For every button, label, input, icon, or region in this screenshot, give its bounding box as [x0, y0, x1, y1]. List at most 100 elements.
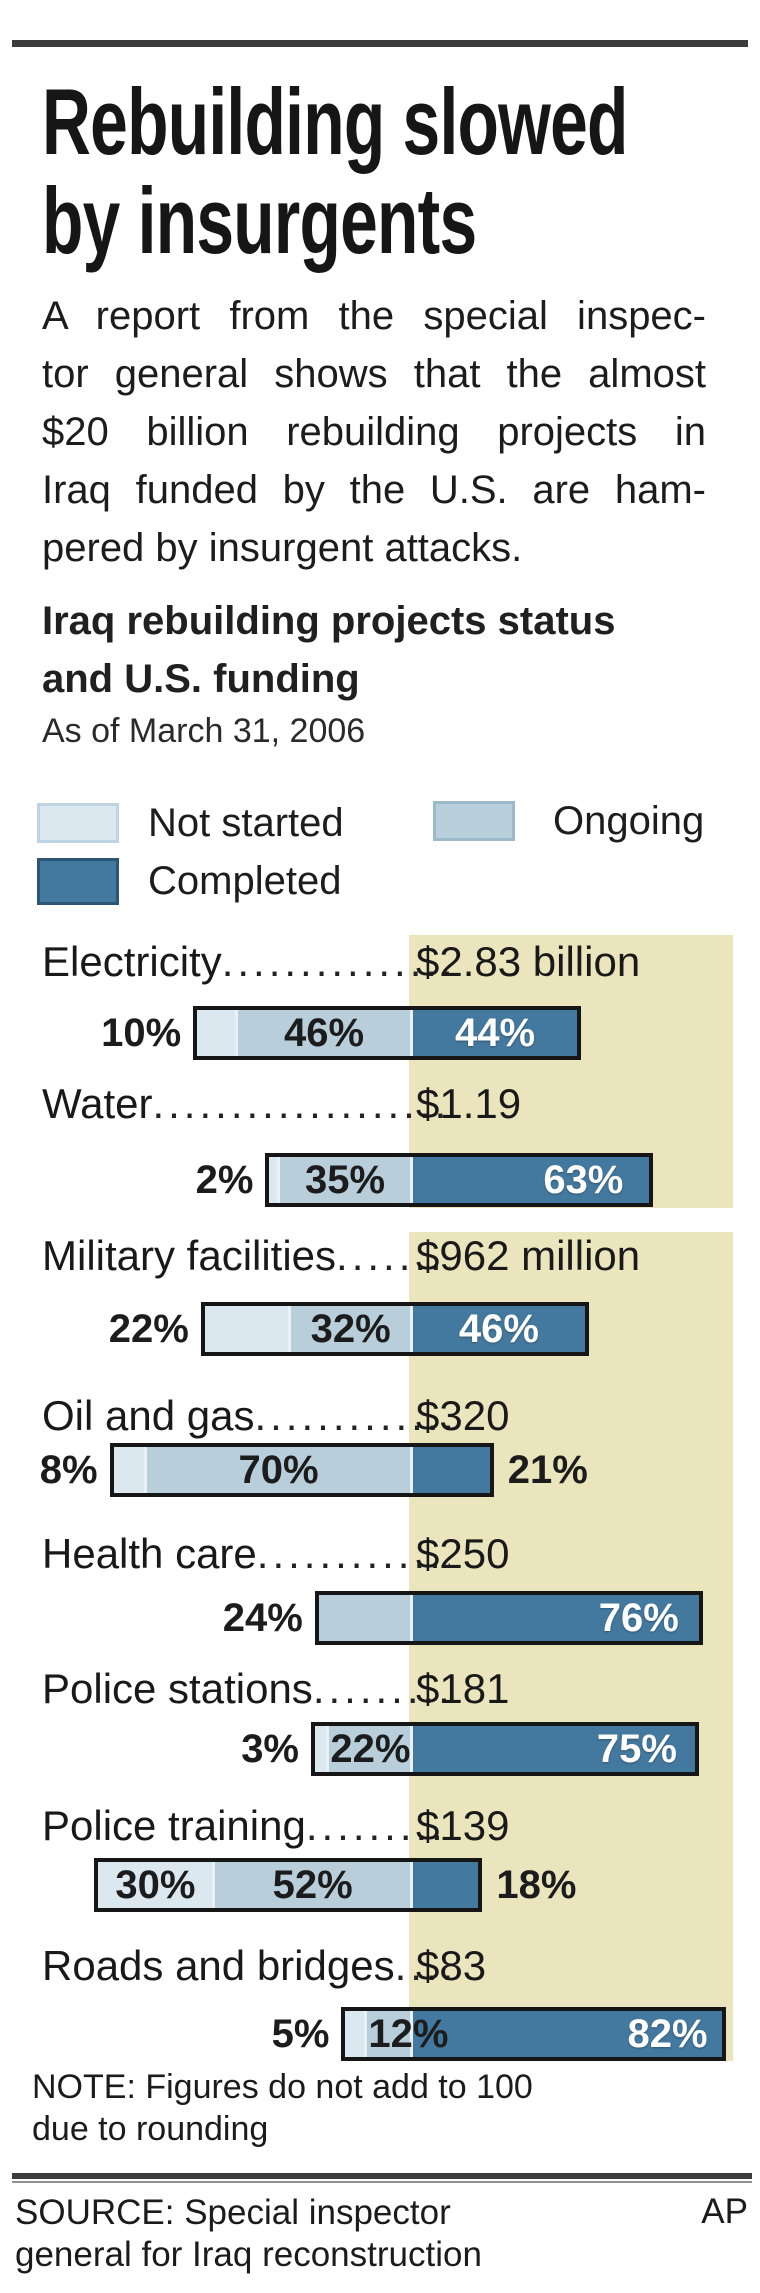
stacked-bar-military-facilities: 32% 46% [200, 1302, 589, 1356]
headline-line2: by insurgents [42, 168, 477, 273]
footnote-line1: NOTE: Figures do not add to 100 [32, 2068, 533, 2106]
funding-amount: $83 [416, 1942, 487, 1989]
category-name: Oil and gas [42, 1392, 255, 1439]
stacked-bar-water: 35% 63% [265, 1153, 654, 1207]
row-label: Police training.........................… [42, 1802, 733, 1850]
funding-amount: $1.19 [416, 1080, 522, 1127]
category-name: Electricity [42, 938, 222, 985]
row-label: Water...................................… [42, 1080, 733, 1128]
percent-label: 30% [115, 1862, 196, 1907]
top-rule [12, 40, 748, 47]
source-line1: SOURCE: Special inspector [15, 2193, 451, 2232]
agency-credit: AP [701, 2192, 748, 2231]
segment-ongoing [364, 2011, 410, 2057]
percent-label: 2% [195, 1158, 254, 1202]
segment-ongoing [326, 1726, 410, 1772]
segment-not-started [197, 1010, 236, 1056]
stacked-bar-police-stations: 22% 75% [311, 1722, 699, 1776]
dotted-leader: ........................................… [256, 1530, 450, 1577]
segment-ongoing: 52% [212, 1862, 410, 1908]
dotted-leader: ........................................… [152, 1080, 450, 1127]
percent-label: 12% [368, 2012, 449, 2056]
stacked-bar-roads-and-bridges: 12% 82% [341, 2007, 726, 2061]
segment-ongoing [318, 1595, 410, 1641]
segment-completed: 63% [409, 1157, 650, 1203]
funding-amount: $320 [416, 1392, 510, 1439]
footnote: NOTE: Figures do not add to 100 due to r… [32, 2066, 533, 2150]
chart-title-line2: and U.S. funding [42, 657, 360, 701]
source-credit: SOURCE: Special inspector general for Ir… [15, 2192, 482, 2276]
intro-line: tor general shows that the almost [42, 352, 706, 396]
percent-label: 75% [596, 1726, 677, 1771]
stacked-bar-health-care: 76% [314, 1591, 703, 1645]
legend-label-not-started: Not started [148, 801, 344, 845]
percent-label: 18% [496, 1863, 577, 1907]
stacked-bar-oil-and-gas: 70% [109, 1443, 494, 1497]
percent-label: 22% [108, 1307, 189, 1351]
percent-label: 46% [458, 1306, 539, 1351]
percent-label: 63% [543, 1157, 624, 1202]
dotted-leader: ........................................… [394, 1942, 450, 1989]
percent-label: 3% [241, 1727, 299, 1771]
segment-completed: 44% [409, 1010, 578, 1056]
segment-not-started [315, 1726, 327, 1772]
intro-line: A report from the special inspec- [42, 294, 706, 338]
legend-label-completed: Completed [148, 859, 342, 903]
percent-label: 52% [272, 1862, 353, 1907]
row-label: Police stations.........................… [42, 1665, 733, 1713]
segment-ongoing: 32% [288, 1306, 410, 1352]
percent-label: 76% [598, 1595, 679, 1640]
segment-completed: 75% [409, 1726, 695, 1772]
percent-label: 5% [271, 2012, 330, 2056]
row-label: Health care.............................… [42, 1530, 733, 1578]
bottom-rule [12, 2173, 752, 2183]
segment-completed [409, 1862, 479, 1908]
segment-ongoing: 35% [276, 1157, 410, 1203]
percent-label: 22% [330, 1727, 411, 1771]
legend-swatch-ongoing [433, 801, 515, 841]
headline-line1: Rebuilding slowed [42, 69, 628, 174]
stacked-bar-electricity: 46% 44% [193, 1006, 582, 1060]
intro-line: $20 billion rebuilding projects in [42, 410, 706, 454]
footnote-line2: due to rounding [32, 2110, 269, 2148]
funding-amount: $181 [416, 1665, 510, 1712]
dotted-leader: ........................................… [336, 1232, 450, 1279]
funding-amount: $2.83 billion [416, 938, 641, 985]
chart-title: Iraq rebuilding projects status and U.S.… [42, 592, 722, 708]
intro-line: pered by insurgent attacks. [42, 526, 523, 570]
dotted-leader: ........................................… [221, 938, 450, 985]
intro-paragraph: A report from the special inspec- tor ge… [42, 287, 706, 577]
segment-completed: 76% [409, 1595, 699, 1641]
category-name: Military facilities [42, 1232, 337, 1279]
dotted-leader: ........................................… [305, 1802, 450, 1849]
dotted-leader: ........................................… [254, 1392, 450, 1439]
percent-label: 46% [284, 1010, 365, 1055]
category-name: Police training [42, 1802, 306, 1849]
percent-label: 82% [627, 2011, 708, 2056]
percent-label: 10% [101, 1011, 182, 1055]
completed-highlight-band-lower [409, 1232, 733, 2061]
funding-amount: $962 million [416, 1232, 641, 1279]
percent-label: 35% [304, 1157, 386, 1202]
source-line2: general for Iraq reconstruction [15, 2235, 482, 2274]
row-label: Roads and bridges.......................… [42, 1942, 733, 1990]
headline: Rebuilding slowed by insurgents [42, 72, 628, 270]
segment-completed: 82% [409, 2011, 722, 2057]
category-name: Water [42, 1080, 153, 1127]
segment-not-started [345, 2011, 365, 2057]
intro-line: Iraq funded by the U.S. are ham- [42, 468, 706, 512]
segment-not-started [204, 1306, 289, 1352]
percent-label: 8% [39, 1448, 98, 1492]
percent-label: 32% [310, 1306, 391, 1351]
segment-not-started [113, 1447, 144, 1493]
percent-label: 21% [507, 1448, 588, 1492]
as-of-date: As of March 31, 2006 [42, 712, 366, 750]
row-label: Military facilities.....................… [42, 1232, 733, 1280]
percent-label: 70% [238, 1447, 319, 1492]
percent-label: 44% [455, 1010, 536, 1055]
segment-not-started [269, 1157, 277, 1203]
category-name: Police stations [42, 1665, 313, 1712]
segment-completed [409, 1447, 490, 1493]
legend-swatch-completed [37, 858, 119, 905]
